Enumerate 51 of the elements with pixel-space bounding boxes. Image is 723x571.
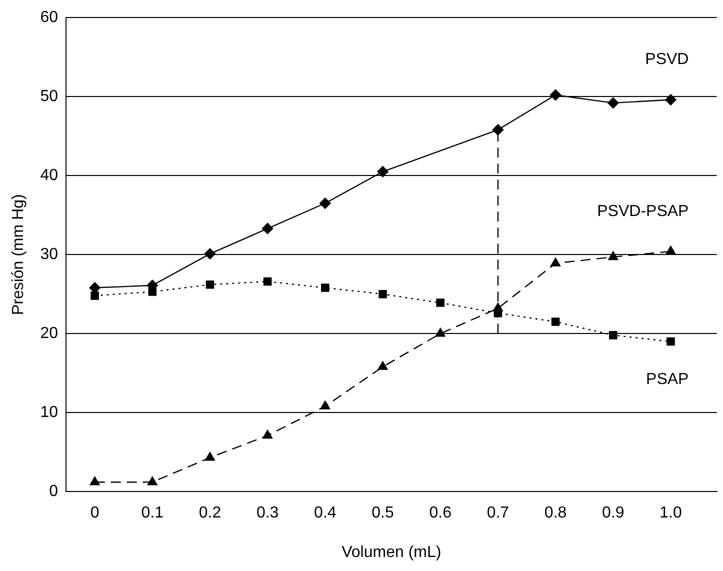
x-tick-label: 0.2 <box>198 504 222 522</box>
y-tick-label: 30 <box>40 246 58 264</box>
point <box>377 166 388 178</box>
point <box>378 361 388 370</box>
point <box>147 476 158 486</box>
x-tick-label: 0 <box>90 504 100 522</box>
point <box>378 290 387 298</box>
x-tick-label: 0.1 <box>141 504 164 522</box>
text: PSVD <box>645 51 689 68</box>
x-tick-label: 0.5 <box>372 504 394 522</box>
point <box>320 400 330 410</box>
x-tick-label: 0.6 <box>429 504 452 522</box>
x-tick-label: 0.9 <box>602 504 624 522</box>
y-tick-label: 0 <box>49 483 58 500</box>
point <box>608 331 618 340</box>
point <box>262 222 274 234</box>
y-tick-label: 60 <box>40 9 58 26</box>
point <box>263 277 272 286</box>
y-tick-label: 50 <box>40 88 58 106</box>
text: PSVD-PSAP <box>597 202 689 220</box>
point <box>205 452 215 461</box>
point <box>666 246 676 255</box>
point <box>436 298 444 307</box>
point <box>551 318 560 326</box>
point <box>608 97 619 109</box>
x-tick-label: 0.7 <box>486 504 510 522</box>
y-axis-title: Presión (mm Hg) <box>10 194 28 316</box>
x-tick-label: 0.3 <box>256 504 279 522</box>
point <box>320 198 331 209</box>
point <box>550 89 562 101</box>
point <box>206 280 214 289</box>
point <box>665 94 676 106</box>
point <box>494 308 502 318</box>
point <box>550 258 560 266</box>
point <box>666 337 675 346</box>
x-tick-label: 0.8 <box>544 504 567 522</box>
point <box>435 328 446 337</box>
y-tick-label: 40 <box>40 167 58 184</box>
x-tick-label: 1.0 <box>660 504 682 522</box>
series-label: PSAP <box>646 370 689 388</box>
point <box>204 248 216 260</box>
y-tick-label: 20 <box>40 325 58 342</box>
point <box>608 251 618 260</box>
x-axis-title: Volumen (mL) <box>342 544 442 561</box>
y-tick-label: 10 <box>40 404 58 422</box>
point <box>492 124 504 136</box>
x-tick-label: 0.4 <box>314 504 336 522</box>
point <box>321 284 330 292</box>
point <box>262 430 273 439</box>
point <box>90 292 99 300</box>
point <box>90 476 100 486</box>
